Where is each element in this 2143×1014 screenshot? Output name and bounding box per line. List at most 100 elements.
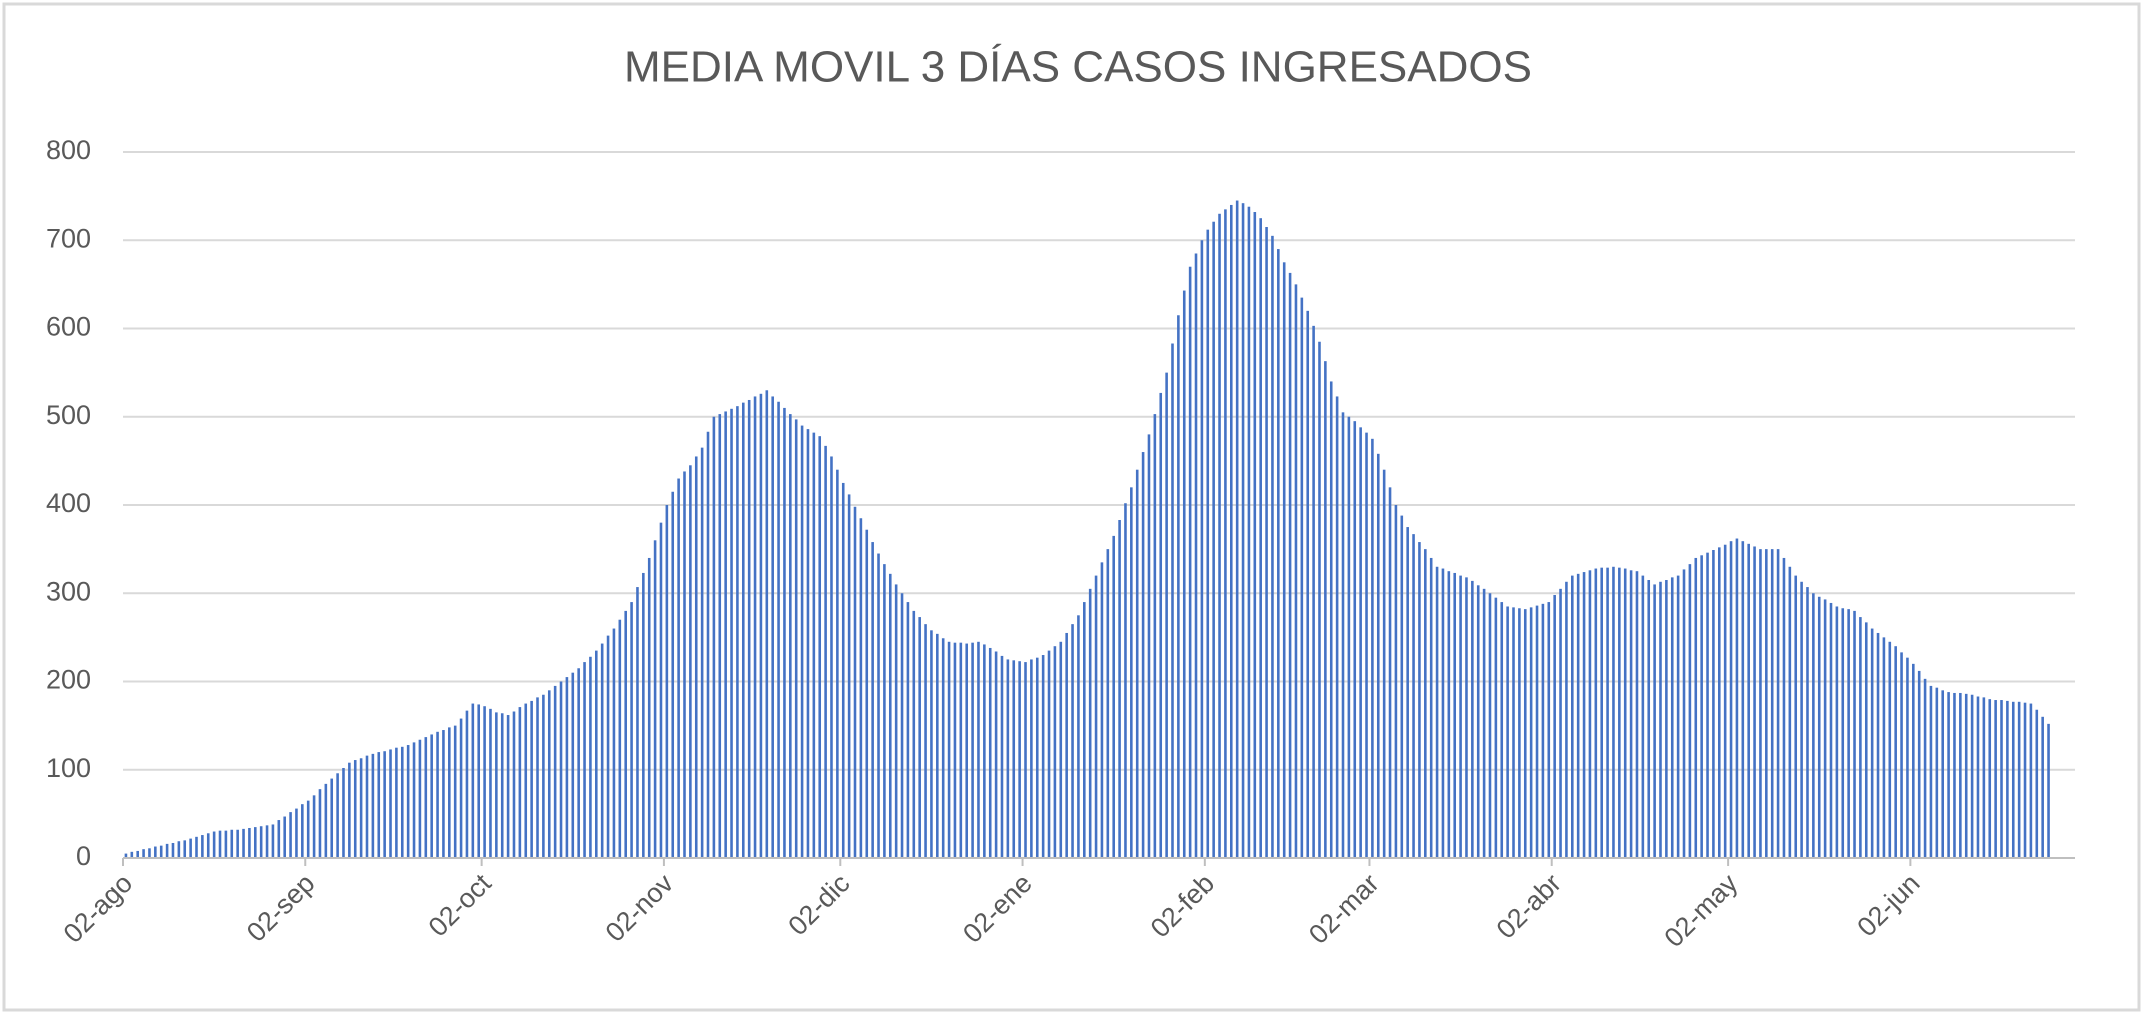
bar — [1053, 646, 1057, 858]
bar — [1682, 569, 1686, 858]
bar — [918, 617, 921, 858]
bar — [159, 845, 163, 858]
bar — [1747, 543, 1750, 858]
bar — [1500, 602, 1504, 858]
bar — [224, 830, 228, 858]
bar — [883, 564, 886, 858]
bar — [471, 703, 475, 858]
bar — [1265, 227, 1268, 858]
bar — [1130, 487, 1133, 858]
bar — [1806, 587, 1809, 858]
bar — [736, 406, 739, 858]
bar — [1853, 610, 1856, 858]
bar — [1635, 571, 1639, 858]
bar — [1077, 615, 1080, 858]
bar — [1435, 566, 1439, 858]
bar — [1623, 568, 1627, 858]
bar — [1094, 575, 1098, 858]
bar — [1670, 577, 1674, 858]
bar — [988, 647, 992, 858]
bar — [947, 641, 951, 858]
bar — [694, 456, 698, 858]
bar — [1482, 588, 1486, 858]
bar — [1382, 469, 1386, 858]
bar — [442, 730, 445, 858]
bar — [1153, 414, 1157, 858]
bar — [659, 522, 663, 858]
bar — [1177, 315, 1180, 858]
bar — [1882, 637, 1886, 858]
bar — [789, 414, 792, 858]
bar — [2000, 700, 2003, 858]
bar — [1735, 538, 1739, 858]
bar — [1917, 670, 1921, 858]
bar — [689, 465, 692, 858]
bar — [477, 704, 481, 858]
bar — [1441, 568, 1445, 858]
bar — [753, 396, 757, 858]
bar — [2023, 702, 2027, 858]
bar — [406, 745, 410, 858]
bar — [1241, 203, 1245, 858]
bar — [483, 706, 486, 858]
bar — [424, 737, 428, 858]
bar — [1024, 662, 1027, 858]
bar — [1606, 567, 1609, 858]
bar — [1171, 343, 1174, 858]
bar — [1741, 541, 1745, 858]
bar — [583, 662, 586, 858]
bar — [1194, 253, 1198, 859]
bar — [265, 825, 269, 858]
bar — [524, 703, 528, 858]
bar — [683, 471, 686, 858]
bar — [1982, 697, 1986, 858]
bar — [1800, 581, 1803, 858]
bar — [389, 749, 392, 858]
bar — [1100, 562, 1104, 858]
bar — [500, 713, 504, 858]
bar — [1970, 694, 1974, 858]
bar — [306, 800, 310, 858]
bar — [818, 436, 822, 858]
bar — [2035, 709, 2039, 858]
bar — [1888, 641, 1892, 858]
bar — [983, 644, 986, 858]
bar — [1376, 453, 1380, 858]
bar — [512, 711, 516, 858]
bar — [1059, 641, 1063, 858]
bar — [1906, 657, 1909, 858]
bar — [1012, 660, 1016, 858]
bar — [1035, 657, 1039, 858]
bar — [1694, 557, 1698, 858]
bar — [759, 393, 763, 858]
bar — [800, 425, 804, 858]
bar — [1782, 557, 1786, 858]
bar — [183, 840, 187, 858]
bar — [1371, 438, 1374, 858]
bar — [824, 445, 827, 858]
bar — [195, 836, 198, 858]
bar — [283, 816, 286, 858]
bar — [1523, 609, 1527, 858]
bar — [1900, 652, 1903, 858]
bar — [1229, 204, 1233, 858]
bar — [612, 628, 616, 858]
bar — [1041, 655, 1045, 858]
bar — [1988, 699, 1992, 858]
bar — [1324, 361, 1327, 858]
bar — [395, 747, 398, 858]
bar — [841, 482, 845, 858]
bar — [130, 851, 134, 858]
bar — [1912, 663, 1915, 858]
bar — [1312, 325, 1315, 858]
bar — [418, 739, 422, 858]
bar — [1964, 693, 1968, 858]
bar — [301, 804, 304, 858]
bar — [1106, 549, 1110, 858]
bar — [1759, 549, 1762, 858]
bar — [624, 610, 627, 858]
bar — [1823, 599, 1827, 858]
bar — [1294, 284, 1298, 858]
bar — [877, 553, 880, 858]
bar — [1206, 229, 1210, 858]
